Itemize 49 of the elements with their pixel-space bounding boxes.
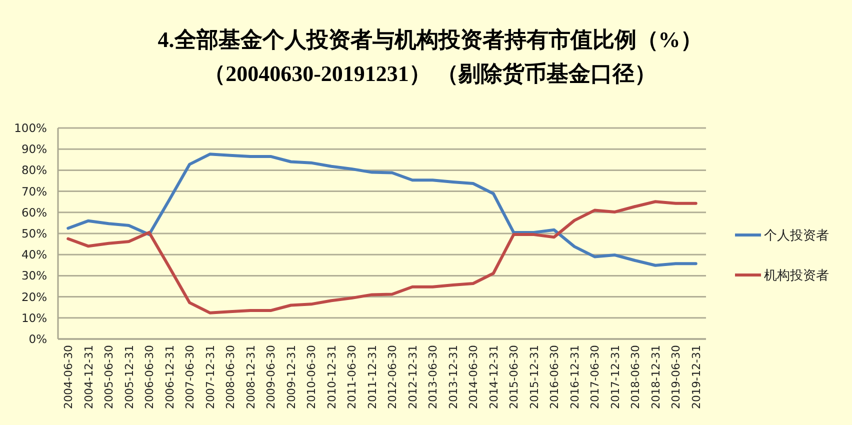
x-tick-label: 2011-06-30 <box>346 345 359 409</box>
x-tick-label: 2009-06-30 <box>264 345 278 409</box>
x-tick-label: 2007-12-31 <box>204 345 217 409</box>
x-tick-label: 2016-06-30 <box>548 345 562 409</box>
y-tick-label: 100% <box>14 121 48 136</box>
x-tick-label: 2005-06-30 <box>102 345 116 409</box>
chart-title: 4.全部基金个人投资者与机构投资者持有市值比例（%） <box>158 27 702 52</box>
x-tick-label: 2011-12-31 <box>366 345 379 409</box>
x-tick-label: 2013-12-31 <box>446 345 460 409</box>
x-tick-label: 2013-06-30 <box>426 345 440 409</box>
x-tick-label: 2019-06-30 <box>670 345 683 409</box>
x-tick-label: 2005-12-31 <box>122 345 136 409</box>
x-tick-label: 2017-12-31 <box>608 345 622 409</box>
y-tick-label: 60% <box>21 205 48 220</box>
legend-label: 机构投资者 <box>764 268 829 284</box>
x-tick-label: 2006-06-30 <box>143 345 156 409</box>
x-tick-label: 2010-06-30 <box>305 345 318 409</box>
x-tick-label: 2012-12-31 <box>406 345 420 409</box>
x-tick-label: 2018-12-31 <box>649 345 662 409</box>
x-tick-label: 2008-06-30 <box>224 345 238 409</box>
y-tick-label: 10% <box>21 310 48 325</box>
y-tick-label: 40% <box>21 248 48 262</box>
y-tick-label: 0% <box>28 332 48 346</box>
x-tick-label: 2017-06-30 <box>588 345 602 409</box>
y-tick-label: 70% <box>21 184 48 198</box>
line-series <box>66 152 698 267</box>
x-tick-label: 2015-12-31 <box>528 345 541 409</box>
x-tick-label: 2018-06-30 <box>629 345 642 409</box>
x-tick-label: 2014-06-30 <box>467 345 480 409</box>
y-tick-label: 30% <box>21 268 48 283</box>
x-tick-label: 2008-12-31 <box>244 345 258 409</box>
y-tick-label: 80% <box>21 163 48 178</box>
x-tick-label: 2004-12-31 <box>82 345 96 409</box>
y-tick-label: 20% <box>21 290 48 304</box>
y-tick-label: 90% <box>21 142 48 156</box>
chart-subtitle: （20040630-20191231） （剔除货币基金口径） <box>204 61 656 86</box>
x-tick-label: 2010-12-31 <box>325 345 338 409</box>
x-tick-label: 2012-06-30 <box>386 345 400 409</box>
x-tick-label: 2014-12-31 <box>487 345 500 409</box>
y-tick-label: 50% <box>21 226 48 241</box>
legend-label: 个人投资者 <box>764 228 829 244</box>
x-tick-label: 2019-12-31 <box>690 345 703 409</box>
x-tick-label: 2007-06-30 <box>184 345 197 409</box>
x-tick-label: 2015-06-30 <box>508 345 521 409</box>
x-tick-label: 2016-12-31 <box>568 345 582 409</box>
x-tick-label: 2004-06-30 <box>62 345 76 409</box>
line-series <box>66 200 698 314</box>
x-tick-label: 2006-12-31 <box>163 345 176 409</box>
x-tick-label: 2009-12-31 <box>284 345 298 409</box>
